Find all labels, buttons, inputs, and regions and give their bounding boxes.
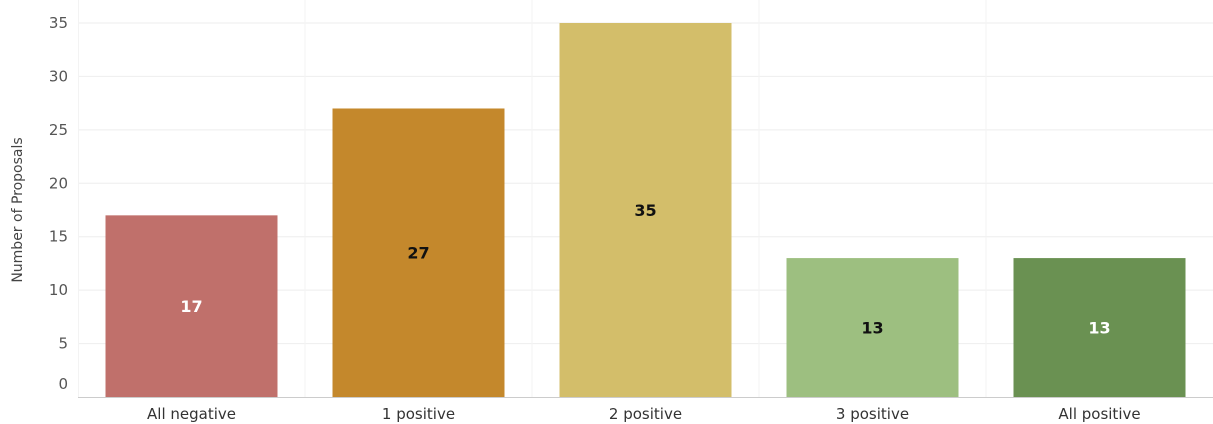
x-axis-ticks: All negative 1 positive 2 positive 3 positi… [147, 405, 1141, 423]
y-tick-label-10: 10 [49, 281, 68, 299]
data-label-1-positive: 27 [407, 244, 429, 263]
y-tick-label-20: 20 [49, 174, 68, 192]
bars-layer [105, 23, 1186, 397]
x-tick-label-all-positive: All positive [1058, 405, 1140, 423]
y-tick-label-0: 0 [58, 375, 68, 393]
data-label-all-positive: 13 [1088, 319, 1110, 338]
x-tick-label-all-negative: All negative [147, 405, 236, 423]
y-tick-label-5: 5 [58, 335, 68, 353]
labels-layer: 17 27 35 13 13 [180, 201, 1110, 338]
y-tick-label-25: 25 [49, 121, 68, 139]
x-tick-label-3-positive: 3 positive [836, 405, 909, 423]
data-label-all-negative: 17 [180, 297, 202, 316]
bar-1-positive [332, 108, 505, 397]
y-axis-ticks: 0 5 10 15 20 25 30 35 [49, 14, 68, 393]
x-tick-label-1-positive: 1 positive [382, 405, 455, 423]
bar-2-positive [559, 23, 732, 397]
x-tick-label-2-positive: 2 positive [609, 405, 682, 423]
y-tick-label-35: 35 [49, 14, 68, 32]
data-label-2-positive: 35 [634, 201, 656, 220]
bar-3-positive [786, 258, 959, 397]
y-tick-label-30: 30 [49, 67, 68, 85]
y-axis-title: Number of Proposals [10, 137, 26, 282]
bar-all-positive [1013, 258, 1186, 397]
data-label-3-positive: 13 [861, 319, 883, 338]
bar-all-negative [105, 215, 278, 397]
y-tick-label-15: 15 [49, 228, 68, 246]
